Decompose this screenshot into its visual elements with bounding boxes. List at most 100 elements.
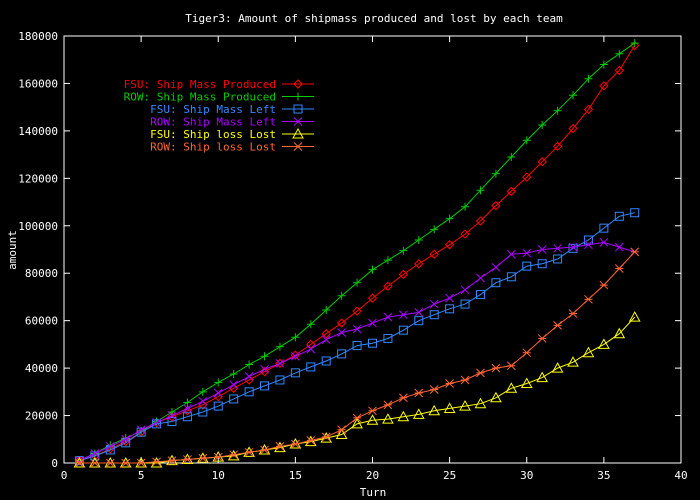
data-point — [90, 458, 100, 468]
data-point — [244, 372, 254, 381]
data-point — [383, 256, 392, 265]
data-point — [538, 120, 547, 129]
data-point — [293, 104, 303, 114]
data-point — [429, 249, 439, 259]
data-point — [474, 397, 487, 409]
data-point — [475, 216, 486, 226]
data-point — [553, 254, 563, 264]
data-point — [522, 136, 531, 145]
data-point — [584, 74, 593, 83]
data-point — [520, 377, 533, 389]
data-point — [553, 243, 562, 253]
data-point — [337, 328, 347, 337]
data-point — [522, 348, 532, 358]
y-tick-label: 60000 — [25, 315, 58, 328]
data-point — [291, 439, 300, 449]
data-point — [567, 356, 579, 367]
data-point — [583, 104, 594, 115]
x-tick-label: 25 — [443, 469, 456, 482]
data-point — [429, 385, 439, 394]
data-point — [599, 280, 609, 290]
data-point — [568, 123, 578, 134]
data-point — [229, 380, 239, 390]
data-point — [198, 396, 208, 406]
data-point — [599, 81, 609, 91]
x-tick-label: 35 — [597, 469, 610, 482]
data-point — [491, 363, 501, 373]
legend-item: ROW: Ship loss Lost — [150, 141, 314, 154]
data-point — [105, 458, 115, 468]
y-tick-label: 40000 — [25, 362, 58, 375]
data-point — [337, 291, 346, 300]
data-point — [599, 238, 609, 247]
y-tick-label: 100000 — [18, 220, 58, 233]
data-point — [476, 186, 485, 195]
data-point — [630, 208, 640, 218]
data-point — [414, 236, 423, 245]
data-point — [430, 225, 439, 234]
legend-label: ROW: Ship Mass Produced — [124, 91, 276, 104]
data-point — [383, 281, 393, 291]
data-point — [290, 368, 300, 378]
data-point — [306, 339, 316, 350]
data-point — [414, 316, 424, 326]
series-3 — [75, 238, 640, 465]
data-point — [614, 242, 624, 252]
data-point — [244, 447, 254, 457]
data-point — [398, 393, 408, 403]
x-tick-label: 40 — [674, 469, 687, 482]
legend-item: FSU: Ship Mass Left — [150, 103, 314, 116]
axis-ticks: 0 5 10 15 20 25 30 35 40 0 20000 40000 60000 80000 100… — [18, 30, 687, 482]
data-point — [152, 457, 161, 467]
data-point — [506, 361, 516, 371]
data-point — [552, 141, 563, 152]
data-point — [198, 407, 208, 417]
y-tick-label: 180000 — [18, 30, 58, 43]
data-point — [568, 243, 578, 253]
data-point — [382, 413, 394, 424]
data-point — [260, 445, 269, 455]
x-tick-label: 10 — [212, 469, 225, 482]
data-point — [553, 106, 562, 115]
data-point — [460, 285, 470, 295]
legend-label: FSU: Ship Mass Left — [150, 103, 276, 116]
data-point — [491, 262, 501, 272]
data-point — [321, 329, 331, 339]
data-point — [105, 442, 115, 451]
data-point — [213, 401, 223, 411]
data-point — [414, 308, 424, 317]
series-line — [79, 45, 636, 462]
data-point — [150, 456, 163, 468]
data-point — [167, 416, 177, 426]
series-2 — [74, 208, 640, 466]
data-point — [152, 418, 161, 428]
x-tick-label: 20 — [366, 469, 379, 482]
data-point — [336, 318, 347, 328]
data-point — [75, 458, 84, 468]
data-point — [568, 242, 578, 252]
data-point — [522, 248, 532, 258]
data-point — [275, 375, 285, 385]
data-point — [152, 419, 162, 429]
data-point — [398, 310, 408, 320]
series-line — [79, 212, 635, 462]
data-point — [167, 407, 176, 416]
data-point — [460, 375, 470, 385]
data-point — [614, 211, 624, 221]
data-point — [183, 404, 192, 413]
data-point — [183, 398, 192, 407]
data-point — [537, 157, 547, 167]
y-tick-label: 0 — [51, 457, 58, 470]
data-point — [398, 269, 409, 280]
data-point — [294, 92, 302, 101]
data-point — [536, 371, 549, 383]
data-point — [291, 351, 300, 361]
data-point — [412, 408, 425, 419]
data-point — [522, 261, 532, 271]
data-point — [584, 294, 593, 304]
data-point — [366, 414, 379, 425]
y-tick-label: 120000 — [18, 172, 58, 185]
data-point — [584, 240, 593, 250]
data-point — [167, 411, 177, 420]
